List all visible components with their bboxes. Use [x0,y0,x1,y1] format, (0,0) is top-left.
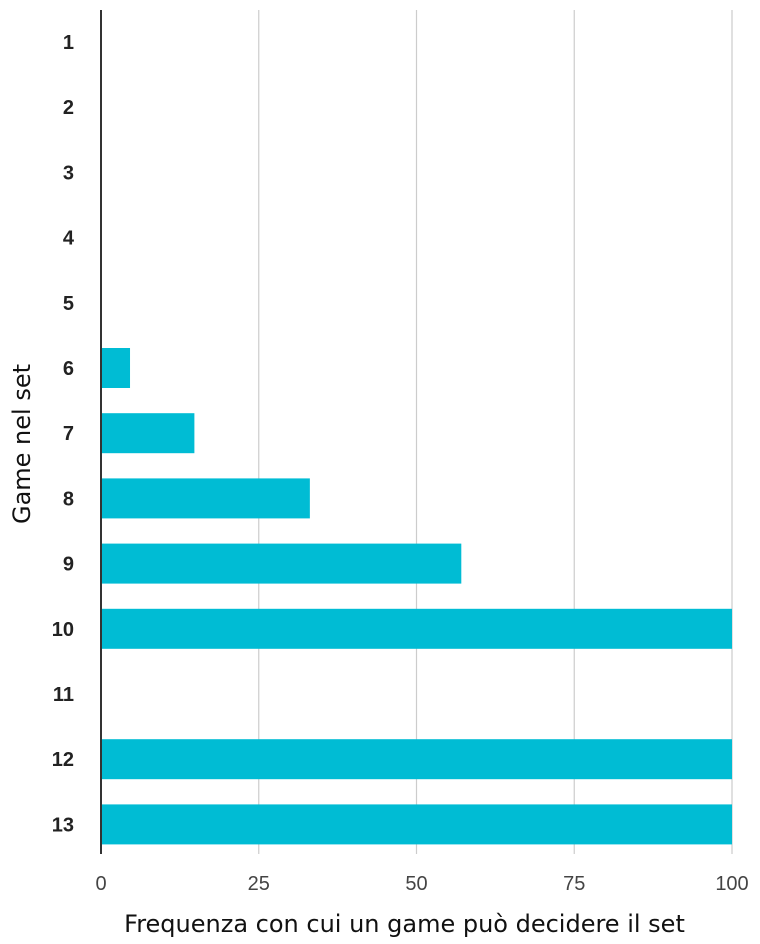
y-tick-label-3: 3 [63,162,74,184]
x-tick-labels: 0 25 50 75 100 [95,873,748,895]
bars [101,348,732,845]
bar-13 [101,804,732,845]
grid-lines [258,10,733,854]
x-tick-label-0: 0 [95,873,106,895]
bar-9 [101,543,462,584]
y-tick-label-10: 10 [52,619,74,641]
x-tick-label-25: 25 [248,873,270,895]
bar-12 [101,739,732,780]
x-axis-title: Frequenza con cui un game può decidere i… [124,910,685,938]
bar-7 [101,413,195,454]
y-tick-label-1: 1 [63,32,74,54]
bar-8 [101,478,310,519]
bar-6 [101,348,131,388]
y-tick-label-9: 9 [63,554,74,576]
y-tick-label-4: 4 [63,228,75,250]
x-tick-label-100: 100 [715,873,748,895]
y-tick-label-7: 7 [63,423,74,445]
x-tick-label-50: 50 [405,873,427,895]
y-tick-label-13: 13 [52,814,74,836]
y-tick-label-2: 2 [63,97,74,119]
y-tick-label-8: 8 [63,488,74,510]
y-tick-label-6: 6 [63,358,74,380]
y-tick-label-5: 5 [63,293,74,315]
y-tick-label-11: 11 [53,684,74,706]
bar-10 [101,608,732,649]
y-tick-label-12: 12 [52,749,74,771]
x-tick-label-75: 75 [563,873,585,895]
y-axis-title: Game nel set [8,364,36,524]
